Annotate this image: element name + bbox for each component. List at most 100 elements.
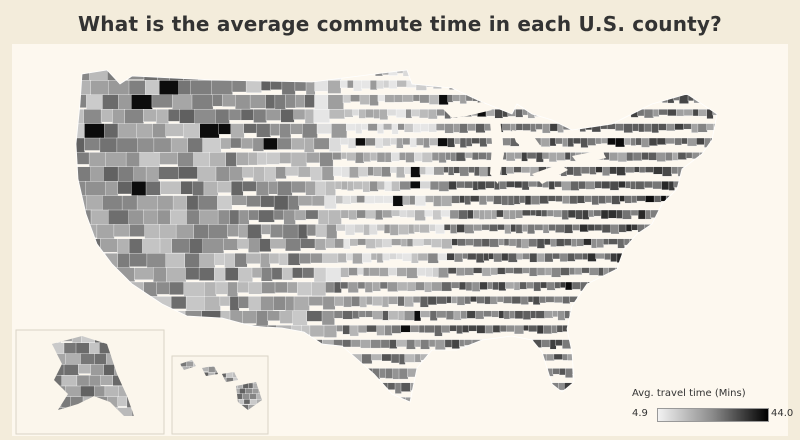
county-cell[interactable]	[589, 267, 600, 276]
county-cell[interactable]	[231, 80, 247, 93]
county-cell[interactable]	[464, 296, 471, 305]
county-cell[interactable]	[643, 325, 651, 335]
county-cell[interactable]	[648, 80, 658, 90]
county-cell[interactable]	[432, 209, 442, 220]
county-cell[interactable]	[615, 137, 625, 148]
county-cell[interactable]	[152, 123, 167, 139]
county-cell[interactable]	[240, 137, 254, 149]
county-cell[interactable]	[562, 123, 573, 130]
county-cell[interactable]	[571, 397, 579, 404]
county-cell[interactable]	[285, 296, 295, 312]
county-cell[interactable]	[464, 195, 471, 205]
county-cell[interactable]	[559, 80, 570, 90]
county-cell[interactable]	[456, 267, 466, 276]
county-cell[interactable]	[535, 94, 544, 103]
county-cell[interactable]	[579, 353, 587, 364]
county-cell[interactable]	[652, 281, 659, 291]
county-cell[interactable]	[413, 224, 421, 233]
county-cell[interactable]	[534, 224, 544, 231]
county-cell[interactable]	[404, 123, 414, 133]
county-cell[interactable]	[347, 137, 357, 149]
county-cell[interactable]	[710, 137, 718, 147]
county-cell[interactable]	[497, 80, 505, 89]
county-cell[interactable]	[416, 368, 426, 378]
county-cell[interactable]	[674, 123, 685, 131]
county-cell[interactable]	[554, 94, 564, 104]
county-cell[interactable]	[501, 253, 509, 261]
county-cell[interactable]	[471, 397, 479, 405]
county-cell[interactable]	[215, 281, 229, 295]
county-cell[interactable]	[655, 238, 665, 245]
county-cell[interactable]	[519, 368, 527, 375]
county-cell[interactable]	[166, 267, 187, 283]
county-cell[interactable]	[599, 397, 609, 407]
county-cell[interactable]	[568, 80, 577, 87]
county-cell[interactable]	[702, 195, 713, 203]
county-cell[interactable]	[577, 397, 587, 403]
county-cell[interactable]	[604, 253, 612, 260]
county-cell[interactable]	[536, 238, 545, 249]
county-cell[interactable]	[313, 109, 330, 123]
county-cell[interactable]	[284, 382, 301, 395]
county-cell[interactable]	[551, 267, 562, 278]
county-cell[interactable]	[372, 382, 380, 392]
county-cell[interactable]	[423, 238, 433, 246]
county-cell[interactable]	[373, 166, 383, 177]
county-cell[interactable]	[521, 209, 532, 216]
county-cell[interactable]	[621, 382, 629, 392]
county-cell[interactable]	[437, 382, 446, 394]
county-cell[interactable]	[562, 94, 572, 105]
county-cell[interactable]	[363, 152, 371, 162]
county-cell[interactable]	[376, 80, 385, 90]
county-cell[interactable]	[339, 382, 350, 390]
county-cell[interactable]	[402, 94, 414, 103]
county-cell[interactable]	[536, 267, 546, 276]
county-cell[interactable]	[144, 224, 161, 239]
county-cell[interactable]	[569, 267, 576, 275]
county-cell[interactable]	[525, 382, 533, 391]
county-cell[interactable]	[680, 267, 687, 276]
county-cell[interactable]	[136, 296, 152, 316]
county-cell[interactable]	[466, 66, 474, 74]
county-cell[interactable]	[567, 109, 576, 116]
county-cell[interactable]	[661, 94, 669, 103]
county-cell[interactable]	[649, 325, 658, 332]
county-cell[interactable]	[313, 66, 329, 79]
county-cell[interactable]	[261, 267, 273, 282]
county-cell[interactable]	[297, 281, 313, 296]
county-cell[interactable]	[443, 224, 452, 231]
county-cell[interactable]	[322, 253, 339, 264]
county-cell[interactable]	[451, 195, 461, 204]
county-cell[interactable]	[104, 385, 120, 398]
county-cell[interactable]	[663, 325, 672, 331]
county-cell[interactable]	[686, 325, 697, 332]
county-cell[interactable]	[459, 166, 470, 177]
county-cell[interactable]	[718, 138, 724, 145]
county-cell[interactable]	[121, 195, 138, 212]
county-cell[interactable]	[305, 209, 319, 220]
county-cell[interactable]	[353, 181, 364, 190]
county-cell[interactable]	[512, 339, 520, 350]
county-cell[interactable]	[340, 152, 348, 160]
county-cell[interactable]	[347, 181, 354, 191]
county-cell[interactable]	[594, 80, 603, 87]
county-cell[interactable]	[624, 94, 632, 104]
county-cell[interactable]	[707, 339, 715, 349]
county-cell[interactable]	[321, 310, 335, 326]
county-cell[interactable]	[243, 66, 257, 82]
county-cell[interactable]	[707, 152, 715, 161]
county-cell[interactable]	[138, 310, 157, 323]
county-cell[interactable]	[438, 94, 449, 105]
county-cell[interactable]	[721, 325, 727, 332]
county-cell[interactable]	[303, 66, 315, 78]
county-cell[interactable]	[316, 123, 333, 134]
county-cell[interactable]	[503, 310, 511, 320]
county-cell[interactable]	[453, 123, 461, 133]
county-cell[interactable]	[372, 397, 380, 405]
county-cell[interactable]	[322, 368, 336, 385]
county-cell[interactable]	[325, 397, 338, 410]
county-cell[interactable]	[334, 296, 345, 307]
county-cell[interactable]	[419, 94, 430, 104]
county-cell[interactable]	[607, 209, 618, 219]
county-cell[interactable]	[240, 109, 255, 121]
